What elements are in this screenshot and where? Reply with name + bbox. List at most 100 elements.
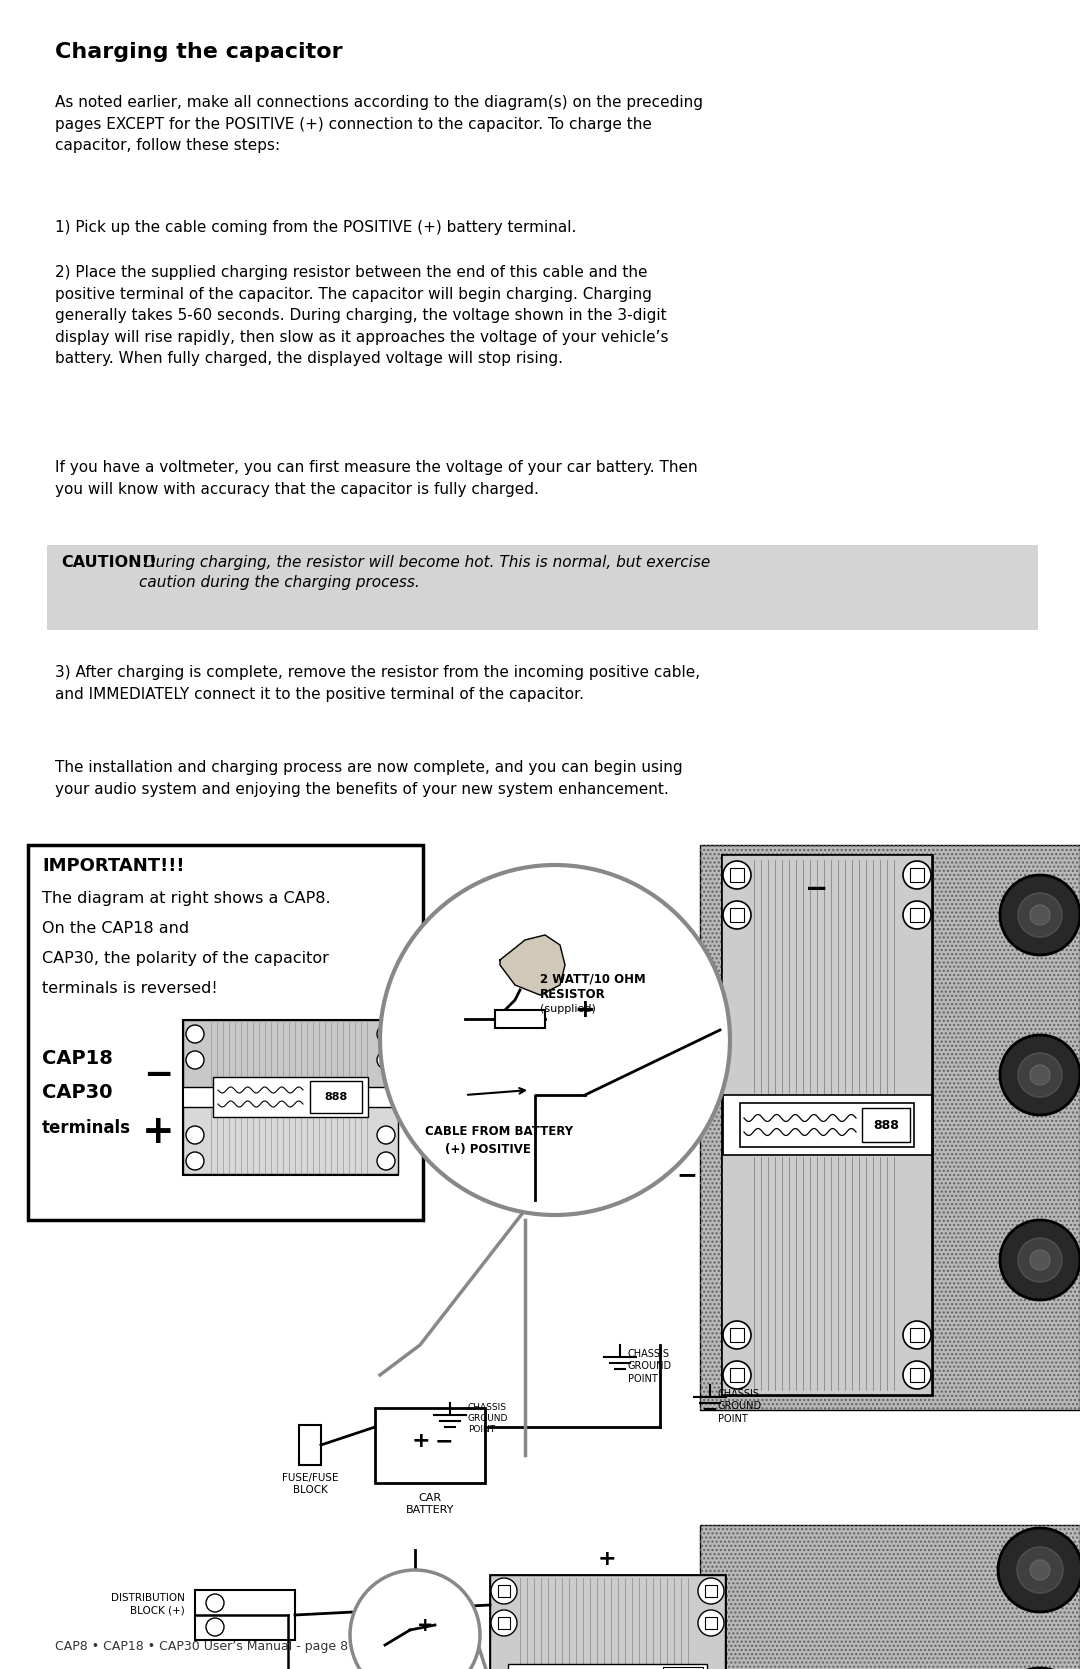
Circle shape <box>1030 1250 1050 1270</box>
Text: (supplied): (supplied) <box>540 1005 596 1015</box>
Text: DISTRIBUTION
BLOCK (+): DISTRIBUTION BLOCK (+) <box>111 1592 185 1616</box>
Bar <box>730 908 744 921</box>
Bar <box>663 1667 703 1669</box>
Circle shape <box>1000 1220 1080 1300</box>
Text: Charging the capacitor: Charging the capacitor <box>55 42 342 62</box>
Bar <box>183 1020 399 1087</box>
Circle shape <box>998 1529 1080 1612</box>
Circle shape <box>903 861 931 890</box>
Circle shape <box>186 1025 204 1043</box>
Text: 2) Place the supplied charging resistor between the end of this cable and the
po: 2) Place the supplied charging resistor … <box>55 265 669 367</box>
Circle shape <box>1018 1238 1062 1282</box>
Circle shape <box>698 1577 724 1604</box>
Bar <box>310 1082 362 1113</box>
Circle shape <box>377 1127 395 1143</box>
Circle shape <box>903 1360 931 1389</box>
Circle shape <box>1018 893 1062 936</box>
Text: −: − <box>143 1058 173 1092</box>
Text: terminals: terminals <box>42 1118 131 1137</box>
Circle shape <box>698 1611 724 1636</box>
Circle shape <box>1030 1561 1050 1581</box>
Text: On the CAP18 and: On the CAP18 and <box>42 921 189 936</box>
Text: −: − <box>806 875 828 903</box>
Bar <box>299 1425 321 1465</box>
Text: IMPORTANT!!!: IMPORTANT!!! <box>42 856 185 875</box>
Text: CAR
BATTERY: CAR BATTERY <box>406 1494 455 1515</box>
Bar <box>375 1409 485 1484</box>
Circle shape <box>723 1320 751 1349</box>
Bar <box>910 908 924 921</box>
Circle shape <box>1017 1547 1063 1592</box>
Bar <box>700 1525 1080 1669</box>
Text: 3) After charging is complete, remove the resistor from the incoming positive ca: 3) After charging is complete, remove th… <box>55 664 700 701</box>
Bar <box>910 1329 924 1342</box>
Text: CHASSIS
GROUND
POINT: CHASSIS GROUND POINT <box>718 1389 762 1424</box>
Text: RESISTOR: RESISTOR <box>540 988 606 1001</box>
Bar <box>723 855 932 1095</box>
Circle shape <box>1018 1053 1062 1097</box>
Circle shape <box>377 1152 395 1170</box>
Bar <box>195 1591 295 1641</box>
Circle shape <box>377 1051 395 1070</box>
Text: +: + <box>575 998 595 1021</box>
Bar <box>705 1586 717 1597</box>
Text: +: + <box>417 1616 433 1634</box>
Circle shape <box>186 1152 204 1170</box>
Bar <box>213 1077 368 1117</box>
Bar <box>28 845 423 1220</box>
Circle shape <box>350 1571 480 1669</box>
Circle shape <box>1000 1035 1080 1115</box>
Bar <box>723 855 932 1395</box>
Bar <box>508 1664 707 1669</box>
Circle shape <box>903 1320 931 1349</box>
Bar <box>862 1108 910 1142</box>
Text: CAP18: CAP18 <box>42 1048 113 1068</box>
Circle shape <box>723 1360 751 1389</box>
Text: The installation and charging process are now complete, and you can begin using
: The installation and charging process ar… <box>55 759 683 796</box>
Circle shape <box>723 861 751 890</box>
Bar <box>498 1586 510 1597</box>
Circle shape <box>723 901 751 930</box>
Text: terminals is reversed!: terminals is reversed! <box>42 981 218 996</box>
Text: CAP30, the polarity of the capacitor: CAP30, the polarity of the capacitor <box>42 951 329 966</box>
Bar <box>183 1107 399 1173</box>
Text: −: − <box>676 1163 698 1187</box>
Text: 888: 888 <box>873 1118 899 1132</box>
Circle shape <box>206 1617 224 1636</box>
Text: CAUTION!!: CAUTION!! <box>60 556 157 571</box>
Text: +: + <box>597 1549 617 1569</box>
Bar <box>740 1103 914 1147</box>
Circle shape <box>1030 1065 1050 1085</box>
Circle shape <box>903 901 931 930</box>
Circle shape <box>206 1594 224 1612</box>
Text: CHASSIS
GROUND
POINT: CHASSIS GROUND POINT <box>627 1349 672 1384</box>
Text: −: − <box>435 1430 454 1450</box>
Circle shape <box>186 1051 204 1070</box>
Text: CAP30: CAP30 <box>42 1083 112 1102</box>
Circle shape <box>491 1611 517 1636</box>
Bar <box>910 1369 924 1382</box>
Text: The diagram at right shows a CAP8.: The diagram at right shows a CAP8. <box>42 891 330 906</box>
Circle shape <box>186 1127 204 1143</box>
Bar <box>730 1369 744 1382</box>
Circle shape <box>377 1025 395 1043</box>
Bar <box>705 1617 717 1629</box>
Bar <box>183 1020 399 1175</box>
Bar <box>723 1155 932 1395</box>
Text: As noted earlier, make all connections according to the diagram(s) on the preced: As noted earlier, make all connections a… <box>55 95 703 154</box>
Circle shape <box>1000 875 1080 955</box>
Text: CABLE FROM BATTERY: CABLE FROM BATTERY <box>426 1125 573 1138</box>
Bar <box>490 1576 725 1669</box>
Bar <box>730 868 744 881</box>
Text: 888: 888 <box>324 1092 348 1102</box>
Bar <box>490 1576 725 1669</box>
Text: CAP8 • CAP18 • CAP30 User’s Manual - page 8: CAP8 • CAP18 • CAP30 User’s Manual - pag… <box>55 1641 348 1652</box>
Text: +: + <box>141 1113 174 1152</box>
Bar <box>730 1329 744 1342</box>
Circle shape <box>380 865 730 1215</box>
Bar <box>700 1525 1080 1669</box>
Text: During charging, the resistor will become hot. This is normal, but exercise
caut: During charging, the resistor will becom… <box>139 556 711 591</box>
Bar <box>700 845 1080 1410</box>
Circle shape <box>491 1577 517 1604</box>
Text: (+) POSITIVE: (+) POSITIVE <box>445 1143 531 1157</box>
